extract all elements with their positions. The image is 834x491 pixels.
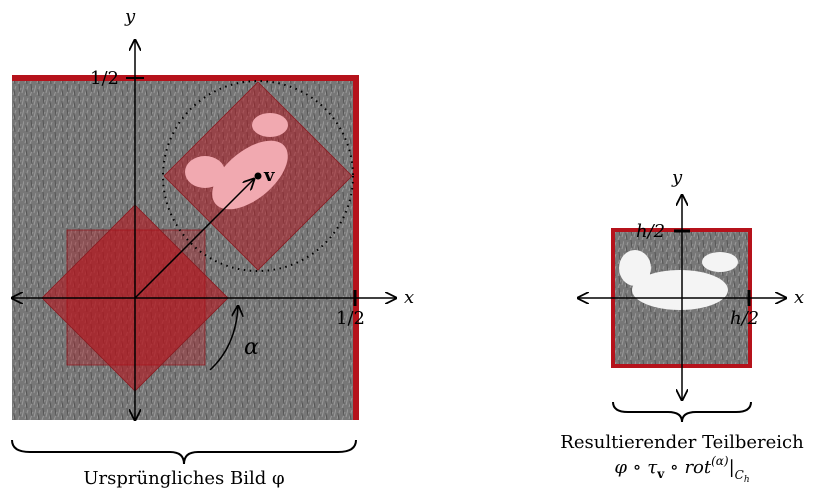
formula-part: C	[735, 468, 744, 482]
angle-label: α	[244, 335, 259, 360]
tick-label: 1/2	[90, 68, 119, 89]
right-figure: y x h/2 h/2 Resultierender Teilbereich φ…	[560, 167, 804, 485]
caption: Ursprüngliches Bild φ	[83, 468, 284, 489]
axis-label: y	[671, 167, 683, 188]
tick-label: h/2	[636, 221, 665, 242]
tick-label: h/2	[730, 308, 759, 329]
axis-label: x	[794, 287, 804, 308]
axis-label: y	[124, 6, 136, 27]
vector-label: v	[263, 165, 275, 186]
axis-label: x	[404, 287, 414, 308]
formula-part: (α)	[711, 454, 729, 468]
tick-label: 1/2	[336, 308, 365, 329]
brace	[613, 402, 751, 422]
brace	[12, 440, 356, 464]
formula-part: φ ∘ τ	[614, 457, 658, 478]
diagram: y x 1/2 1/2 v α Ursprüngliches Bild φ y …	[0, 0, 834, 491]
formula-part: h	[744, 475, 750, 485]
left-figure: y x 1/2 1/2 v α Ursprüngliches Bild φ	[12, 6, 414, 489]
formula-part: ∘ rot	[664, 457, 712, 478]
vector-point	[255, 173, 262, 180]
caption: Resultierender Teilbereich	[560, 432, 804, 453]
formula: φ ∘ τv ∘ rot(α)|Ch	[614, 454, 749, 485]
